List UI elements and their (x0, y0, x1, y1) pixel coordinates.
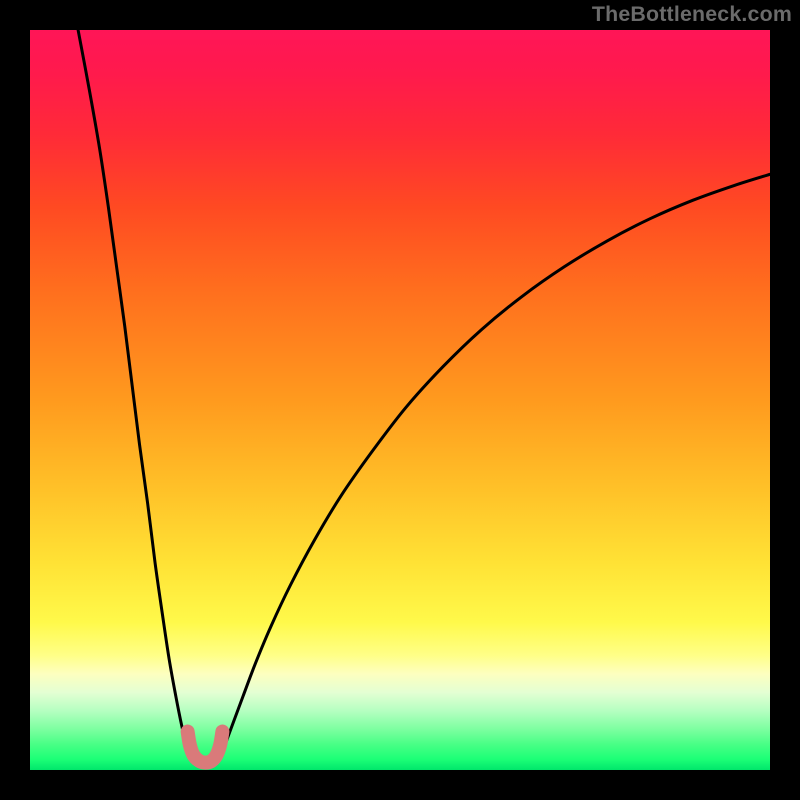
figure-root: TheBottleneck.com (0, 0, 800, 800)
plot-area (30, 30, 770, 770)
gradient-background (30, 30, 770, 770)
chart-svg (0, 0, 800, 800)
watermark-text: TheBottleneck.com (592, 2, 792, 27)
